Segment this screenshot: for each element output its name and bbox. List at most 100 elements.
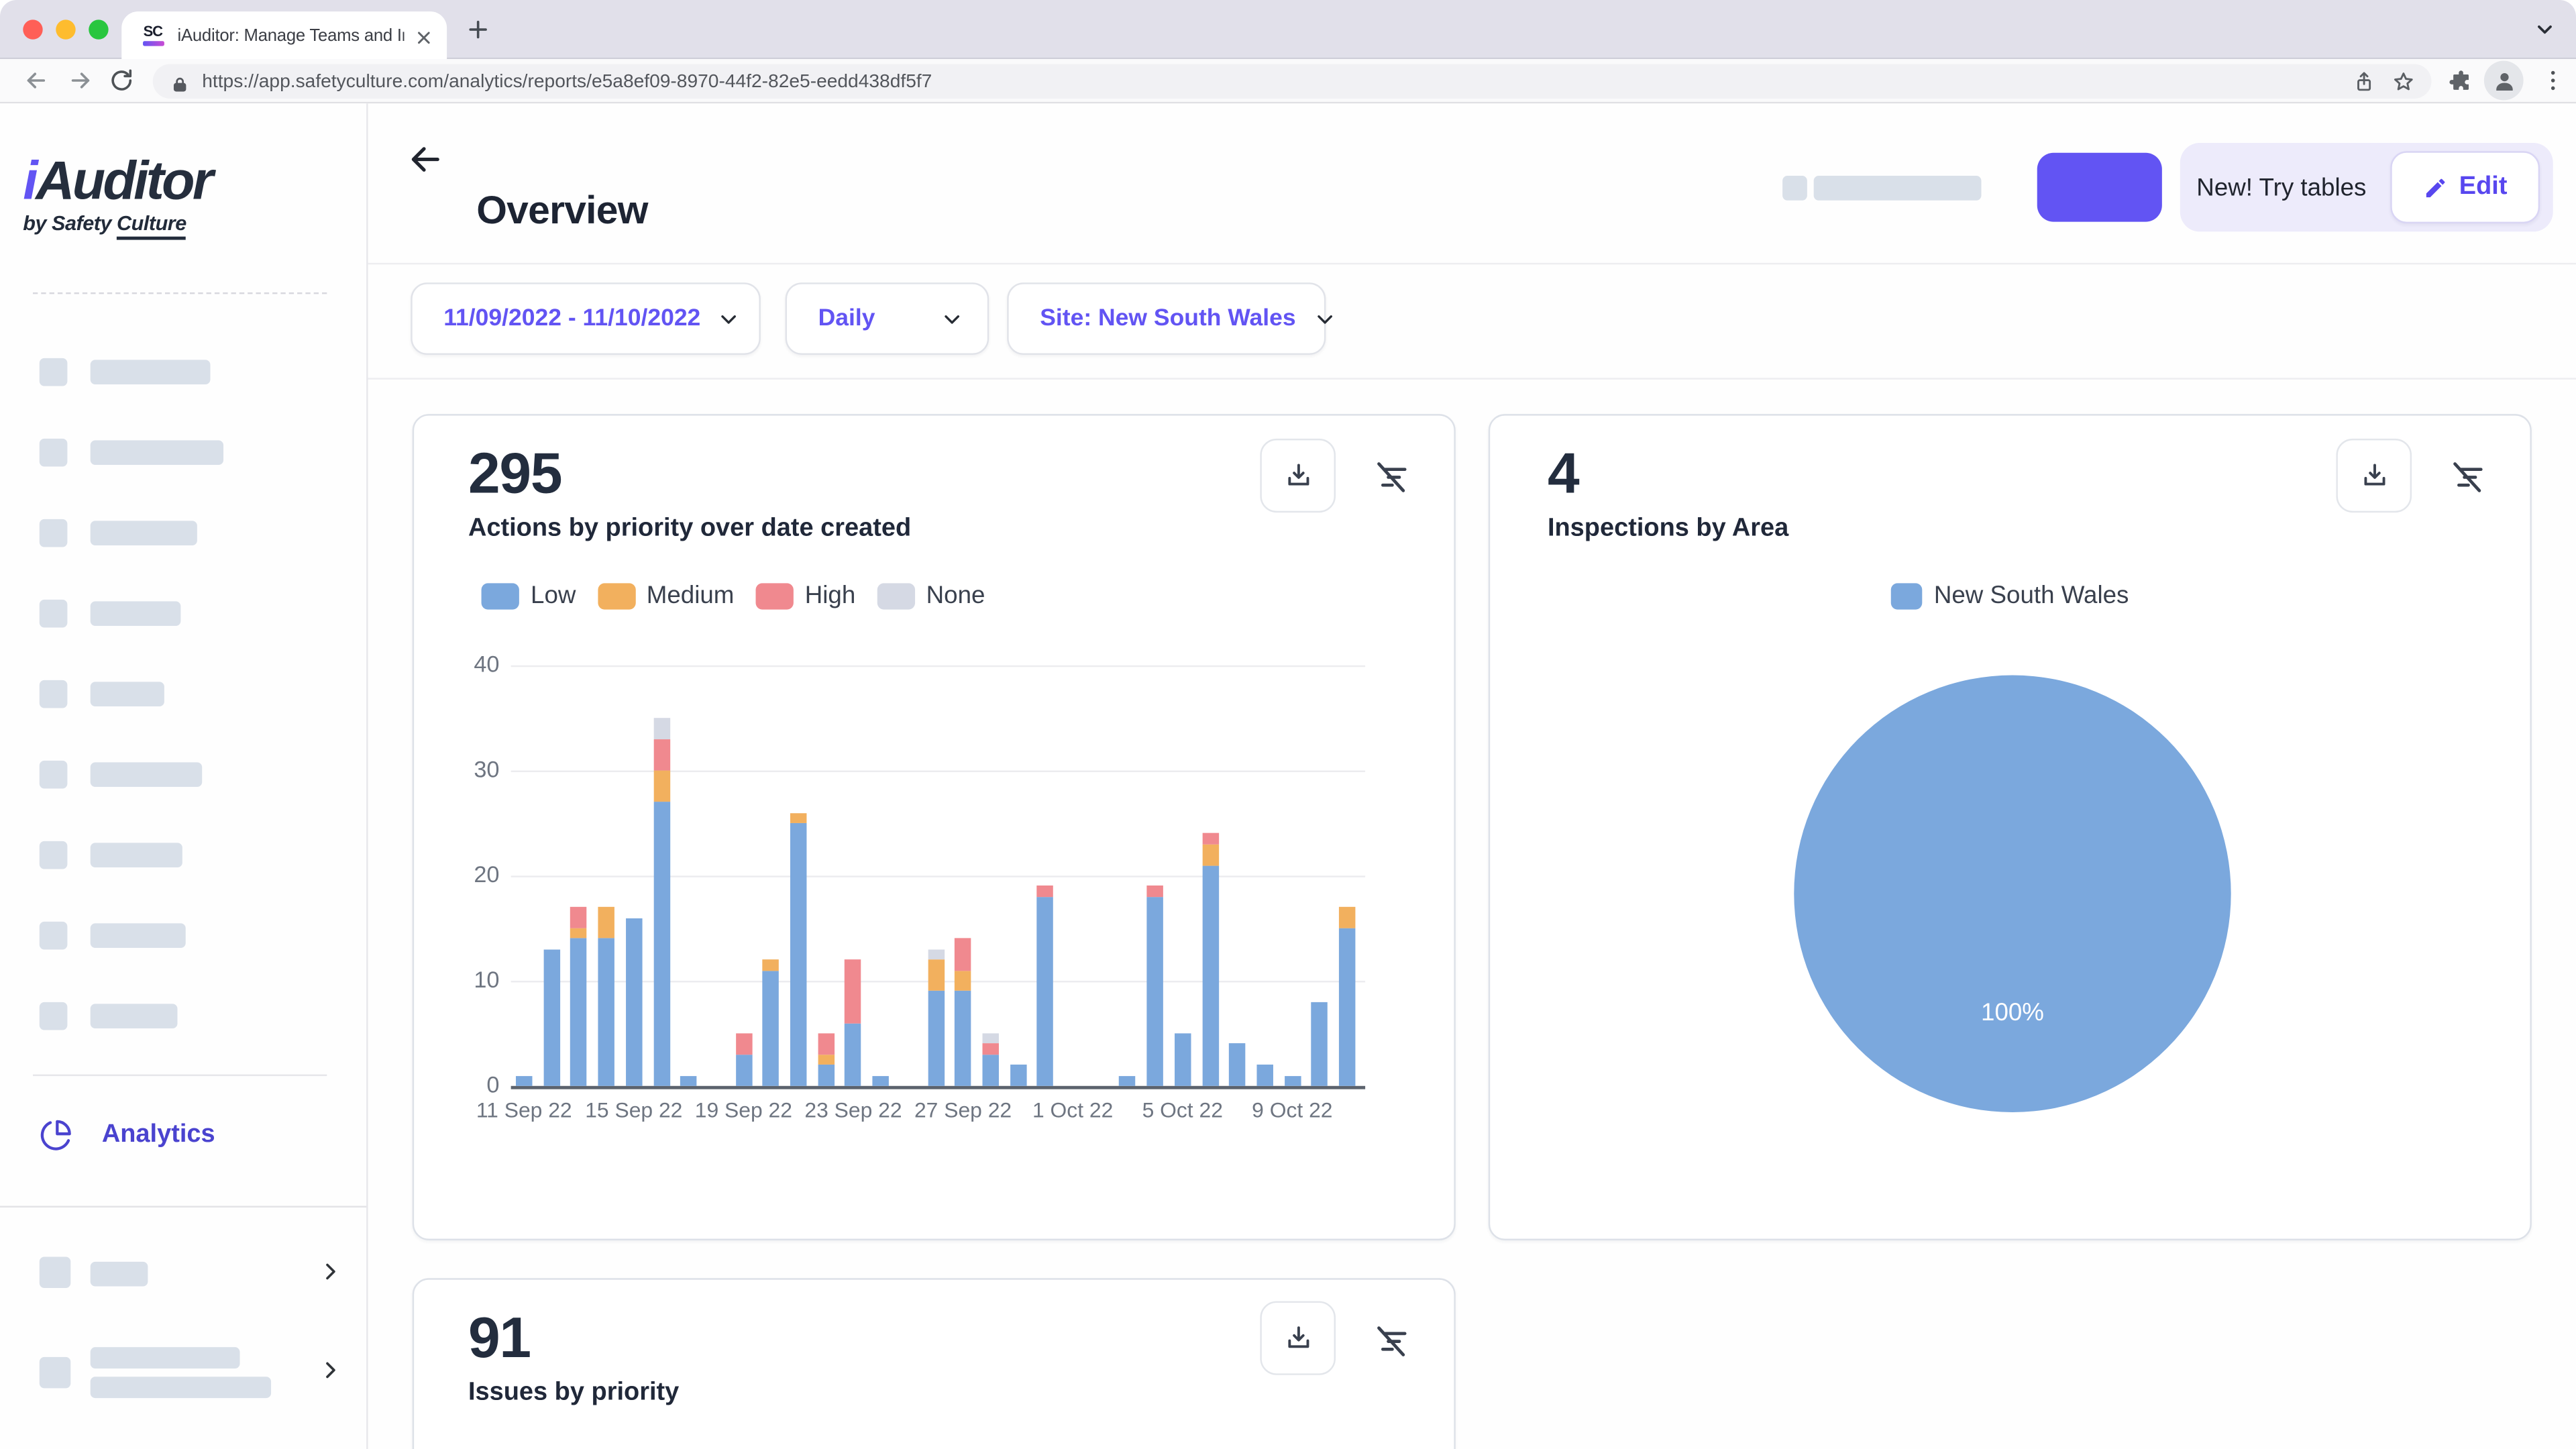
- bar-segment-high: [570, 907, 588, 928]
- extensions-puzzle-icon[interactable]: [2448, 69, 2474, 95]
- bar-segment-medium: [653, 770, 669, 802]
- filter-off-button[interactable]: [1365, 1316, 1414, 1365]
- legend-swatch: [755, 582, 794, 609]
- bar-segment-low: [1284, 1075, 1301, 1086]
- bar-segment-low: [763, 970, 780, 1086]
- bar-segment-medium: [790, 812, 807, 823]
- filter-off-button[interactable]: [2441, 451, 2490, 500]
- bar-segment-low: [1256, 1065, 1273, 1086]
- bar-segment-medium: [1201, 844, 1218, 865]
- actions-card-title: Actions by priority over date created: [468, 514, 912, 543]
- bar-segment-low: [1229, 1044, 1246, 1086]
- bar-segment-low: [1146, 896, 1164, 1086]
- primary-action-button[interactable]: [2037, 152, 2162, 222]
- chevron-down-icon: [945, 314, 960, 323]
- bookmark-star-icon[interactable]: [2392, 70, 2415, 93]
- y-axis-tick-label: 40: [474, 650, 500, 677]
- date-range-filter[interactable]: 11/09/2022 - 11/10/2022: [411, 282, 761, 355]
- bar-segment-none: [927, 949, 944, 960]
- issues-total: 91: [468, 1305, 531, 1371]
- forward-nav-icon[interactable]: [67, 67, 93, 93]
- bar-segment-low: [817, 1065, 835, 1086]
- chevron-right-icon[interactable]: [319, 1358, 341, 1385]
- filter-slash-icon: [2452, 461, 2482, 492]
- bar-segment-high: [735, 1033, 752, 1055]
- pie-chart-legend: New South Wales: [1490, 582, 2530, 610]
- url-text: https://app.safetyculture.com/analytics/…: [202, 71, 932, 91]
- minimize-window-button[interactable]: [56, 19, 76, 40]
- tab-title: iAuditor: Manage Teams and Inspe...: [177, 25, 404, 46]
- interval-filter[interactable]: Daily: [785, 282, 989, 355]
- x-axis-line: [511, 1085, 1366, 1089]
- zoom-window-button[interactable]: [89, 19, 109, 40]
- legend-label: Low: [531, 581, 576, 610]
- legend-item-low: Low: [481, 581, 576, 610]
- url-bar[interactable]: https://app.safetyculture.com/analytics/…: [152, 64, 2432, 99]
- legend-swatch: [877, 582, 915, 609]
- bar-segment-low: [955, 991, 971, 1086]
- share-icon[interactable]: [2353, 70, 2375, 93]
- sidebar-item-analytics[interactable]: Analytics: [0, 1114, 368, 1169]
- iauditor-logo[interactable]: iAuditor by Safety Culture: [23, 152, 213, 240]
- y-axis-tick-label: 10: [474, 965, 500, 993]
- browser-tab[interactable]: SC iAuditor: Manage Teams and Inspe...: [121, 11, 447, 60]
- x-axis-tick-label: 23 Sep 22: [804, 1097, 902, 1122]
- reload-icon[interactable]: [109, 67, 135, 93]
- download-button[interactable]: [1260, 438, 1336, 513]
- filter-slash-icon: [1376, 461, 1406, 492]
- bar-segment-high: [817, 1033, 835, 1055]
- bar-segment-low: [1174, 1033, 1191, 1086]
- bar-segment-medium: [763, 959, 780, 971]
- close-window-button[interactable]: [23, 19, 43, 40]
- bar-segment-low: [1311, 1002, 1328, 1086]
- legend-item-medium: Medium: [597, 582, 734, 610]
- issues-card-title: Issues by priority: [468, 1378, 680, 1407]
- bar-segment-high: [1146, 885, 1164, 897]
- x-axis-tick-label: 9 Oct 22: [1252, 1097, 1333, 1122]
- download-button[interactable]: [2336, 438, 2412, 513]
- back-arrow-icon[interactable]: [407, 142, 443, 178]
- pie-chart-icon: [40, 1120, 71, 1150]
- bar-segment-high: [982, 1044, 999, 1055]
- tabstrip-chevron-down-icon[interactable]: [2533, 18, 2556, 41]
- bar-segment-low: [790, 822, 807, 1086]
- edit-button[interactable]: Edit: [2390, 151, 2540, 224]
- bar-segment-low: [625, 917, 643, 1086]
- tab-close-icon[interactable]: [414, 25, 433, 45]
- pie-chart: 100%: [1794, 675, 2231, 1112]
- new-tab-button[interactable]: [465, 16, 491, 42]
- legend-swatch: [597, 582, 635, 609]
- sidebar-skeleton-row: [0, 680, 368, 708]
- bar-segment-low: [982, 1054, 999, 1086]
- back-nav-icon[interactable]: [23, 67, 49, 93]
- browser-menu-dots-icon[interactable]: [2540, 67, 2566, 93]
- header-divider: [368, 262, 2576, 265]
- bar-segment-high: [955, 938, 971, 971]
- sidebar-full-divider: [0, 1205, 367, 1208]
- profile-avatar[interactable]: [2483, 60, 2524, 101]
- bar-segment-none: [653, 718, 669, 739]
- sidebar-skeleton-row: [0, 438, 368, 467]
- x-axis-tick-label: 27 Sep 22: [914, 1097, 1012, 1122]
- legend-swatch: [481, 582, 519, 609]
- site-filter[interactable]: Site: New South Wales: [1007, 282, 1332, 355]
- x-axis-tick-label: 5 Oct 22: [1142, 1097, 1223, 1122]
- x-axis-tick-label: 15 Sep 22: [585, 1097, 683, 1122]
- inspections-total: 4: [1547, 441, 1580, 506]
- chevron-right-icon[interactable]: [319, 1260, 341, 1286]
- window-controls: [23, 19, 109, 40]
- download-button[interactable]: [1260, 1301, 1336, 1375]
- filters-divider: [368, 378, 2576, 380]
- x-axis-tick-label: 1 Oct 22: [1032, 1097, 1114, 1122]
- download-icon: [1287, 1326, 1309, 1348]
- sidebar-skeleton-row: [0, 921, 368, 950]
- legend-swatch: [1891, 582, 1923, 609]
- inspections-card-title: Inspections by Area: [1547, 514, 1789, 543]
- header-skeleton-bar: [1813, 176, 1982, 201]
- bar-segment-high: [845, 959, 862, 1023]
- legend-item-none: None: [877, 582, 985, 610]
- sidebar-skeleton-row: [0, 841, 368, 869]
- bar-segment-low: [515, 1075, 533, 1086]
- filter-off-button[interactable]: [1365, 451, 1414, 500]
- bar-segment-low: [680, 1075, 697, 1086]
